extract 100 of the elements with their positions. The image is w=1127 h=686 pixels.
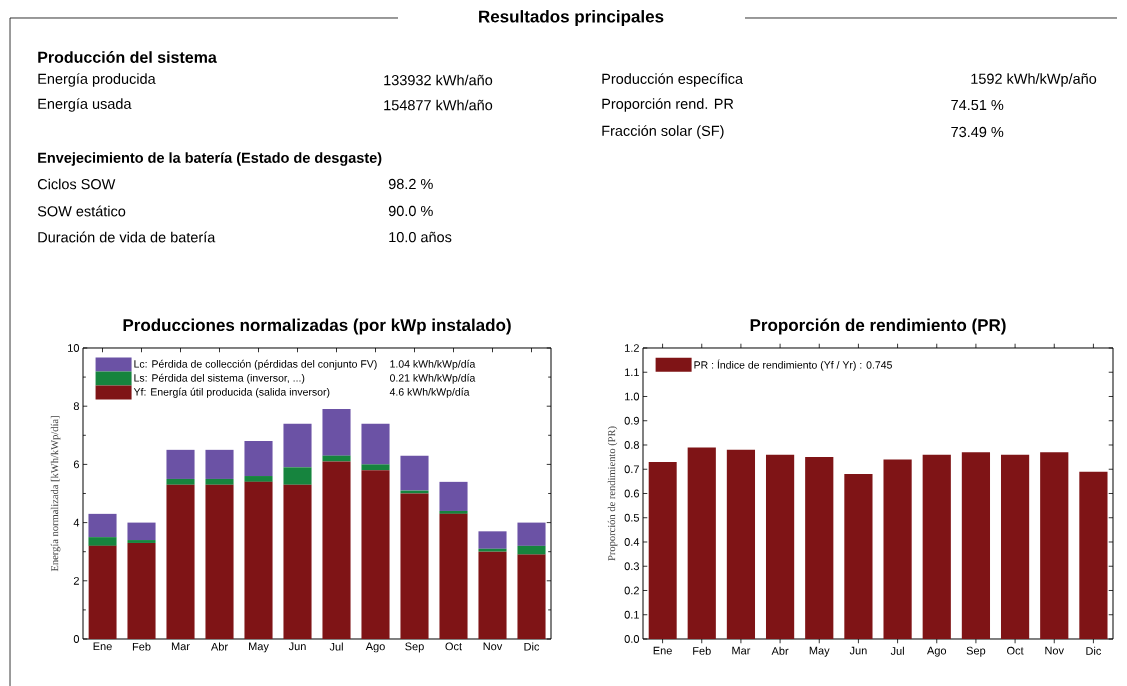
text: 1592 kWh/kWp/año [971,73,1097,87]
bar [1040,452,1069,639]
y-tick-label: 0.8 [624,440,639,449]
text: Energía producida [38,72,156,87]
bar [88,545,117,639]
x-tick-label: Dic [524,642,540,651]
y-tick-label: 1.2 [625,343,639,352]
text: Proporción rend. PR [602,97,734,112]
x-tick-label: Jun [288,642,306,651]
bar [361,423,390,465]
bar [648,461,677,639]
x-tick-label: Nov [1045,646,1064,655]
annotation: 4.6 kWh/kWp/día [389,387,470,398]
text: 74.51 % [951,99,1004,110]
annotation: 0.21 kWh/kWp/día [389,373,476,384]
y-tick-label: 2 [73,576,79,585]
text: 90.0 % [388,205,433,216]
text: Resultados principales [479,9,664,26]
x-tick-label: Nov [483,642,503,651]
text: 133932 kWh/año [384,74,493,86]
bar [687,447,716,639]
bar [844,473,873,639]
bar [517,522,546,546]
x-tick-label: Ago [365,642,385,653]
x-tick-label: Sep [405,642,424,653]
x-tick-label: Abr [210,642,228,651]
x-tick-label: May [809,646,830,657]
bar [166,478,195,485]
legend-label: Ls: Pérdida del sistema (inversor, ...) [134,373,305,384]
y-tick-label: 0.7 [624,465,639,473]
bar [439,481,468,511]
bar [439,513,468,639]
y-axis-title: Proporción de rendimiento (PR) [607,426,618,561]
bar [361,470,390,639]
bar [244,440,273,476]
y-tick-label: 4 [73,518,80,527]
bar [478,531,507,549]
y-tick-label: 1.0 [625,392,640,401]
bar [88,536,117,546]
text: SOW estático [37,205,126,217]
bar [922,454,951,639]
annotation: 1.04 kWh/kWp/día [390,359,476,370]
bar [283,484,312,639]
y-tick-label: 8 [73,402,79,410]
bar [166,449,195,479]
text: Energía usada [38,97,132,112]
y-tick-label: 6 [73,460,79,469]
bar [1000,454,1030,639]
bar [283,467,312,485]
x-tick-label: May [249,642,269,653]
y-tick-label: 0 [73,634,80,643]
x-tick-label: Oct [445,642,462,651]
y-axis-title: Energía normalizada [kWh/kWp/día] [50,416,61,572]
bar [205,484,234,639]
bar [478,551,507,639]
x-tick-label: Abr [771,646,789,655]
x-tick-label: Ago [926,646,947,657]
bar [283,423,312,468]
bar [1079,471,1108,639]
text: 73.49 % [951,126,1004,137]
legend-label: Lc: Pérdida de collección (pérdidas del conjunto FV) [134,359,377,370]
text: Fracción solar (SF) [602,124,724,139]
y-tick-label: 10 [68,343,80,352]
x-tick-label: Sep [966,646,986,657]
y-tick-label: 0.5 [624,513,639,522]
text: Ciclos SOW [37,178,116,190]
y-tick-label: 0.2 [624,586,639,595]
bar [127,542,156,639]
chart-title: Producciones normalizadas (por kWp instalado) [123,318,511,335]
bar [400,455,429,491]
bar [961,452,991,639]
bar [244,475,273,482]
bar [883,459,912,639]
x-tick-label: Mar [732,646,751,655]
bar [322,408,351,456]
x-tick-label: Mar [171,642,190,651]
text: Envejecimiento de la batería (Estado de desgaste) [38,151,382,166]
x-tick-label: Feb [693,646,711,655]
y-tick-label: 0.6 [624,489,639,498]
x-tick-label: Dic [1086,646,1102,655]
bar [166,484,195,639]
x-tick-label: Oct [1007,646,1024,655]
text: 98.2 % [388,178,433,189]
text: 154877 kWh/año [384,99,493,111]
y-tick-label: 0.9 [624,416,639,425]
bar [439,510,468,514]
y-tick-label: 0.4 [624,537,640,546]
y-tick-label: 1.1 [625,368,639,376]
text: Duración de vida de batería [38,231,216,243]
bar [205,478,234,485]
text: 10.0 años [389,231,452,243]
bar [361,464,390,471]
bar [517,545,546,555]
legend-label: Yf: Energía útil producida (salida inversor) [133,387,330,398]
x-tick-label: Jul [329,642,343,651]
x-tick-label: Jul [890,646,904,655]
text: Producción específica [602,72,744,87]
bar [205,449,234,479]
bar [88,513,117,537]
x-tick-label: Ene [93,642,112,651]
